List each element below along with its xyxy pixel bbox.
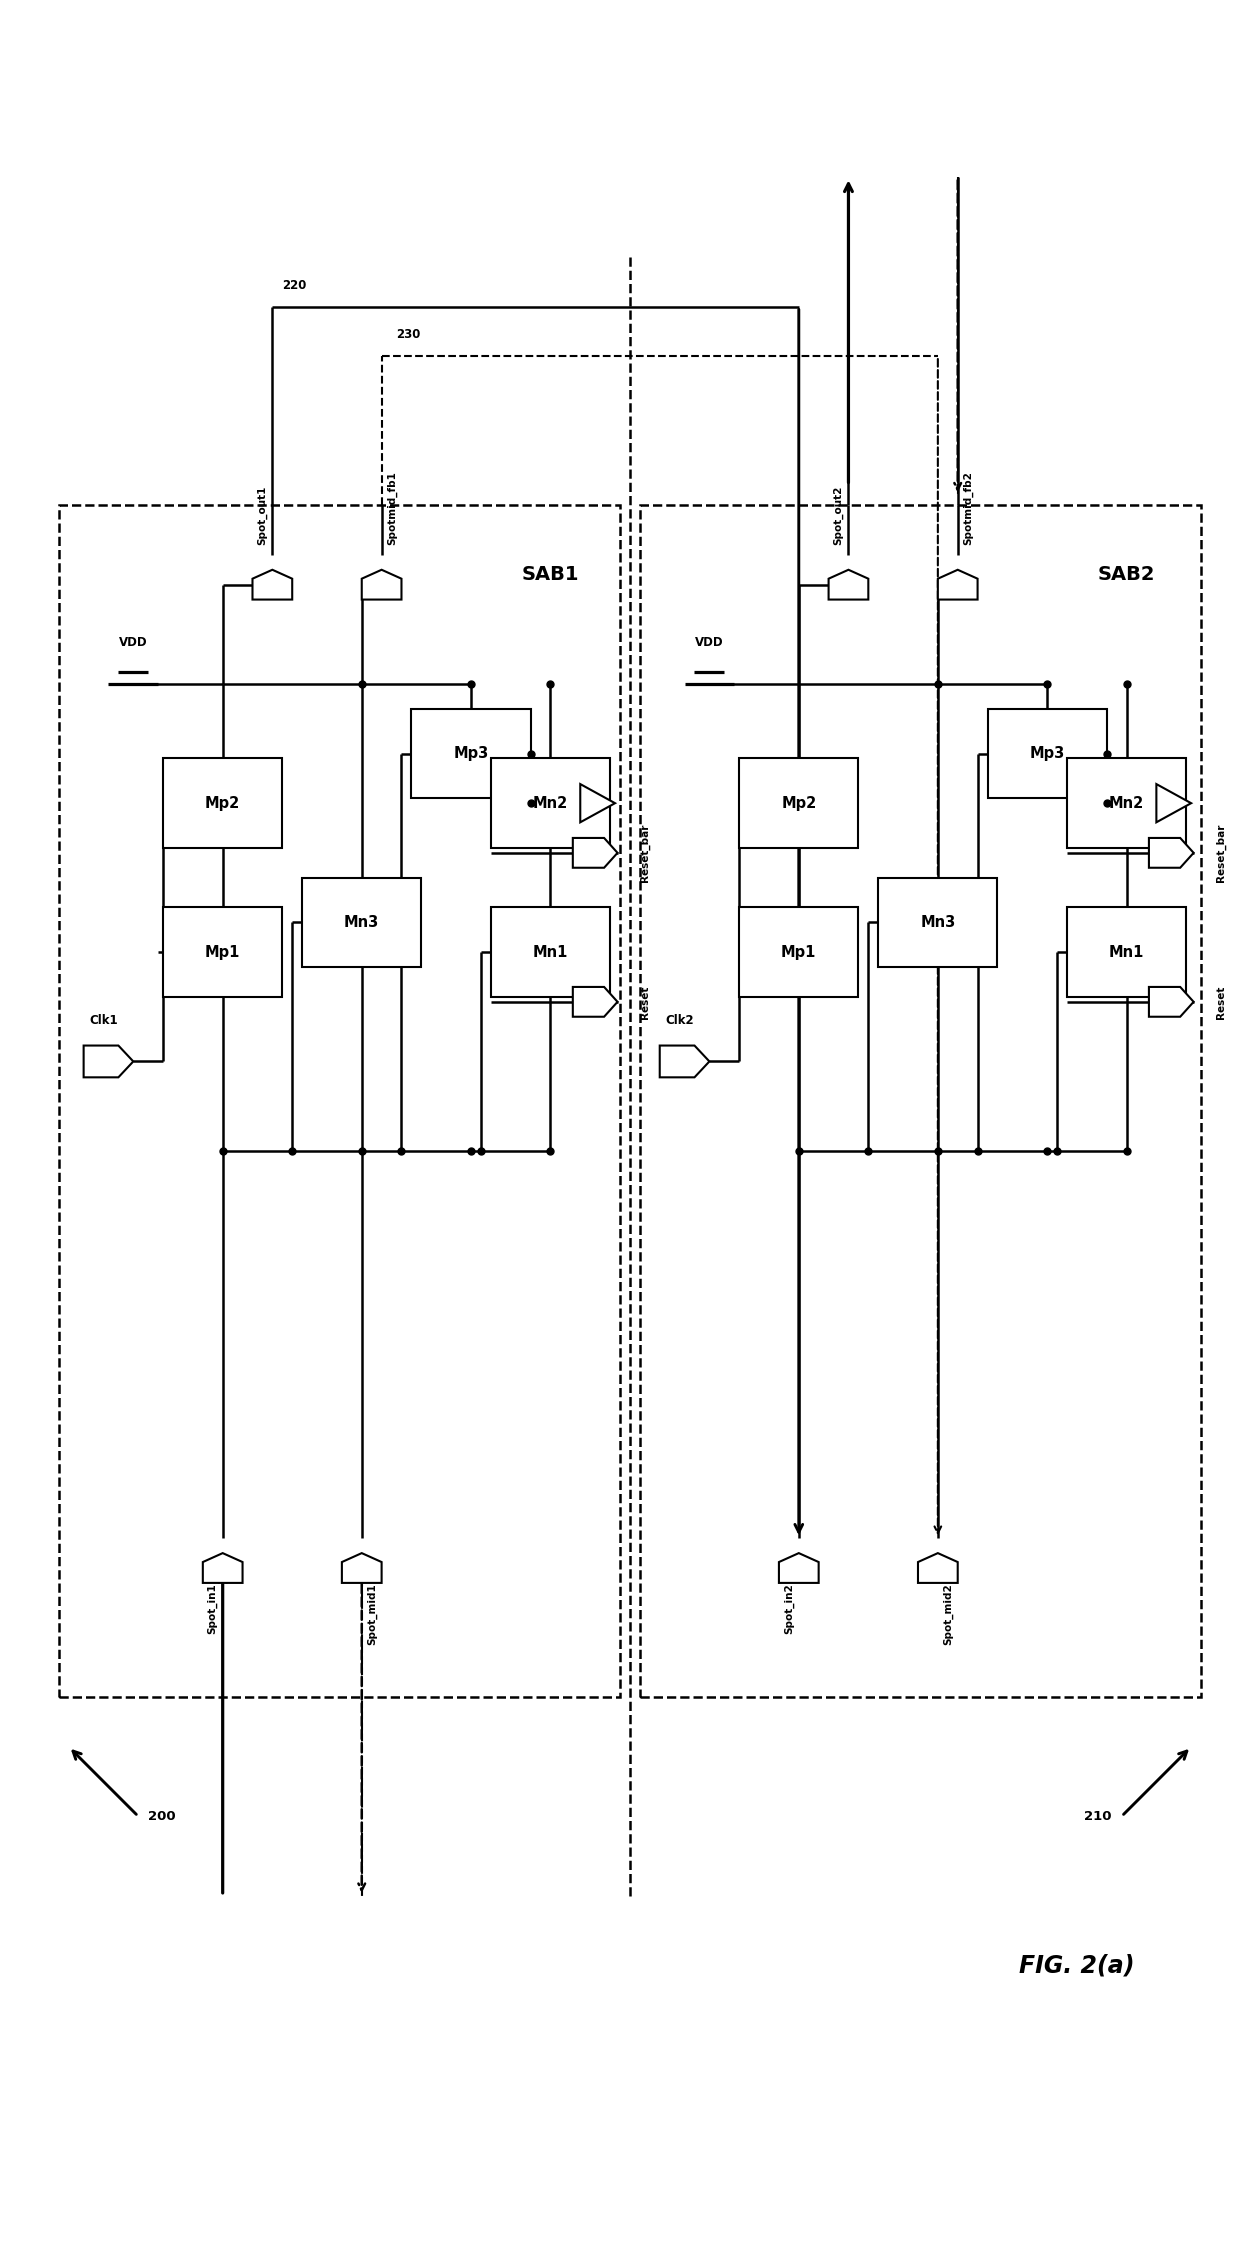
Bar	[739, 759, 858, 849]
Text: Reset: Reset	[640, 984, 650, 1018]
Text: FIG. 2(a): FIG. 2(a)	[1019, 1952, 1135, 1977]
Text: Spot_out1: Spot_out1	[257, 486, 268, 545]
Text: 210: 210	[1084, 1811, 1112, 1822]
Text: SAB2: SAB2	[1097, 565, 1156, 583]
Text: Spotmid_fb1: Spotmid_fb1	[387, 471, 397, 545]
Bar	[1066, 908, 1187, 998]
Bar	[739, 908, 858, 998]
Text: 220: 220	[283, 279, 306, 293]
Bar	[491, 908, 610, 998]
Text: Spot_out2: Spot_out2	[833, 486, 843, 545]
Polygon shape	[779, 1554, 818, 1583]
Text: 230: 230	[397, 329, 420, 342]
Polygon shape	[1157, 784, 1192, 822]
Polygon shape	[573, 838, 618, 867]
Polygon shape	[1149, 986, 1194, 1016]
Bar	[303, 878, 422, 966]
Text: Reset: Reset	[1216, 984, 1226, 1018]
Text: Mp3: Mp3	[454, 745, 489, 761]
Text: Mn1: Mn1	[533, 944, 568, 959]
Text: SAB1: SAB1	[522, 565, 579, 583]
Text: Mn2: Mn2	[1109, 795, 1145, 811]
Text: Spot_mid2: Spot_mid2	[942, 1583, 954, 1644]
Text: Mp2: Mp2	[205, 795, 241, 811]
Bar	[412, 709, 531, 797]
Bar	[878, 878, 997, 966]
Polygon shape	[828, 570, 868, 599]
Text: Mp3: Mp3	[1029, 745, 1065, 761]
Bar	[491, 759, 610, 849]
Text: Mn1: Mn1	[1109, 944, 1145, 959]
Polygon shape	[660, 1045, 709, 1076]
Text: Mn3: Mn3	[345, 914, 379, 930]
Bar	[640, 504, 1202, 1698]
Text: VDD: VDD	[119, 637, 148, 649]
Text: Mn3: Mn3	[920, 914, 956, 930]
Text: Clk1: Clk1	[89, 1013, 118, 1027]
Polygon shape	[362, 570, 402, 599]
Text: Mn2: Mn2	[533, 795, 568, 811]
Text: Mp1: Mp1	[781, 944, 816, 959]
Text: VDD: VDD	[696, 637, 724, 649]
Polygon shape	[580, 784, 615, 822]
Text: Reset_bar: Reset_bar	[1216, 824, 1226, 883]
Text: Clk2: Clk2	[666, 1013, 694, 1027]
Polygon shape	[203, 1554, 243, 1583]
Text: Mp1: Mp1	[205, 944, 241, 959]
Bar	[58, 504, 620, 1698]
Text: Reset_bar: Reset_bar	[640, 824, 650, 883]
Text: Mp2: Mp2	[781, 795, 816, 811]
Text: Spot_in2: Spot_in2	[784, 1583, 794, 1633]
Polygon shape	[342, 1554, 382, 1583]
Text: 200: 200	[149, 1811, 176, 1822]
Polygon shape	[1149, 838, 1194, 867]
Polygon shape	[918, 1554, 957, 1583]
Text: Spot_mid1: Spot_mid1	[367, 1583, 377, 1644]
Polygon shape	[253, 570, 293, 599]
Bar	[164, 908, 283, 998]
Polygon shape	[937, 570, 977, 599]
Text: Spot_in1: Spot_in1	[207, 1583, 218, 1633]
Polygon shape	[573, 986, 618, 1016]
Bar	[1066, 759, 1187, 849]
Text: Spotmid_fb2: Spotmid_fb2	[962, 471, 973, 545]
Bar	[987, 709, 1107, 797]
Bar	[164, 759, 283, 849]
Polygon shape	[83, 1045, 133, 1076]
